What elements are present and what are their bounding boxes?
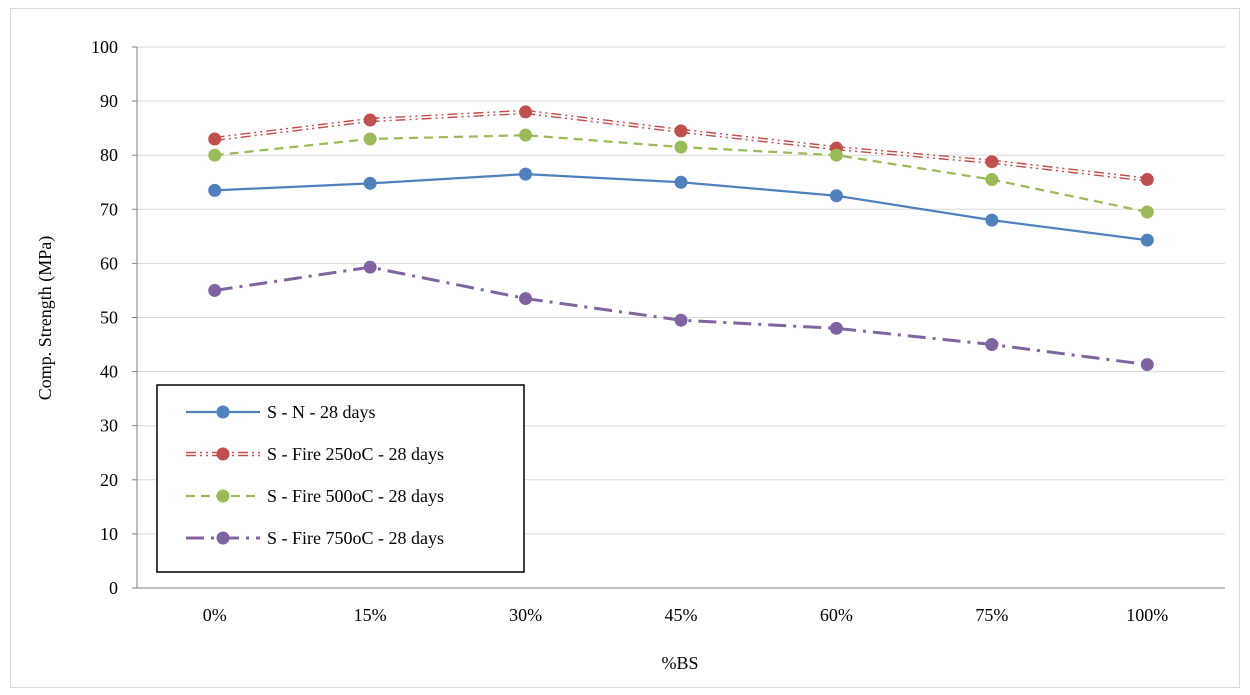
y-tick-label: 70 xyxy=(100,199,118,219)
x-tick-labels: 0% 15% 30% 45% 60% 75% 100% xyxy=(203,605,1169,625)
y-tick-label: 30 xyxy=(100,416,118,436)
series-2 xyxy=(208,105,1154,187)
legend-item: S - Fire 750oC - 28 days xyxy=(186,528,444,548)
legend-marker xyxy=(216,489,230,503)
y-tick-label: 40 xyxy=(100,362,118,382)
data-point xyxy=(519,128,533,142)
legend-label: S - N - 28 days xyxy=(267,402,376,422)
data-point xyxy=(829,189,843,203)
legend-label: S - Fire 250oC - 28 days xyxy=(267,444,444,464)
y-tick-labels: 0 10 20 30 40 50 60 70 80 90 100 xyxy=(91,37,118,598)
data-point xyxy=(519,105,533,119)
y-tick-label: 100 xyxy=(91,37,118,57)
legend-marker xyxy=(216,447,230,461)
y-tick-label: 0 xyxy=(109,578,118,598)
chart-frame xyxy=(10,8,1240,688)
data-point xyxy=(829,321,843,335)
data-point xyxy=(674,124,688,138)
y-tick-label: 50 xyxy=(100,308,118,328)
data-point xyxy=(829,148,843,162)
axes xyxy=(132,46,1225,589)
y-axis-title: Comp. Strength (MPa) xyxy=(35,236,56,401)
data-point xyxy=(674,175,688,189)
x-tick-label: 15% xyxy=(354,605,387,625)
data-point xyxy=(1140,205,1154,219)
data-point xyxy=(208,183,222,197)
data-point xyxy=(363,113,377,127)
data-point xyxy=(519,167,533,181)
data-point xyxy=(985,173,999,187)
legend-label: S - Fire 750oC - 28 days xyxy=(267,528,444,548)
legend: S - N - 28 days S - Fire 250oC - 28 days S… xyxy=(156,384,525,573)
data-point xyxy=(985,155,999,169)
data-point xyxy=(363,132,377,146)
data-point xyxy=(674,313,688,327)
x-tick-label: 30% xyxy=(509,605,542,625)
data-point xyxy=(363,260,377,274)
x-tick-label: 75% xyxy=(975,605,1008,625)
legend-item: S - Fire 250oC - 28 days xyxy=(186,444,444,464)
legend-item: S - Fire 500oC - 28 days xyxy=(186,486,444,506)
x-axis-title: %BS xyxy=(661,653,698,673)
x-tick-label: 100% xyxy=(1126,605,1168,625)
y-tick-label: 60 xyxy=(100,253,118,273)
legend-label: S - Fire 500oC - 28 days xyxy=(267,486,444,506)
data-point xyxy=(1140,233,1154,247)
data-point xyxy=(208,132,222,146)
y-tick-label: 80 xyxy=(100,145,118,165)
series-4 xyxy=(208,260,1154,372)
data-point xyxy=(985,213,999,227)
data-point xyxy=(674,140,688,154)
x-tick-label: 60% xyxy=(820,605,853,625)
data-point xyxy=(208,148,222,162)
legend-marker xyxy=(216,405,230,419)
series-lines xyxy=(208,105,1154,372)
x-tick-label: 45% xyxy=(665,605,698,625)
y-tick-label: 90 xyxy=(100,91,118,111)
y-tick-label: 20 xyxy=(100,470,118,490)
legend-marker xyxy=(216,531,230,545)
legend-item: S - N - 28 days xyxy=(186,402,376,422)
data-point xyxy=(1140,173,1154,187)
data-point xyxy=(363,176,377,190)
y-tick-label: 10 xyxy=(100,524,118,544)
series-1 xyxy=(208,167,1154,247)
data-point xyxy=(519,292,533,306)
data-point xyxy=(985,338,999,352)
series-3 xyxy=(208,128,1154,219)
data-point xyxy=(208,283,222,297)
x-tick-label: 0% xyxy=(203,605,227,625)
data-point xyxy=(1140,358,1154,372)
